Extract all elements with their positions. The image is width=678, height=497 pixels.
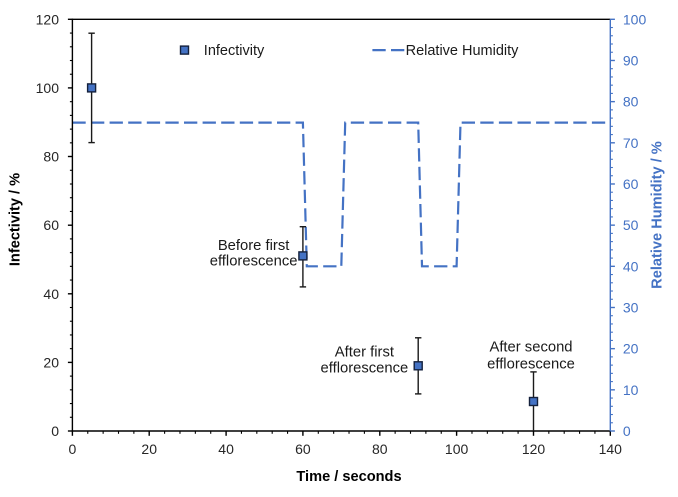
svg-text:20: 20 [141,441,157,457]
svg-text:20: 20 [623,341,639,357]
svg-text:Relative Humidity / %: Relative Humidity / % [650,141,666,289]
svg-text:0: 0 [69,441,77,457]
svg-text:80: 80 [372,441,388,457]
svg-text:120: 120 [522,441,546,457]
svg-text:Relative Humidity: Relative Humidity [406,43,520,59]
svg-text:40: 40 [218,441,234,457]
svg-text:Infectivity: Infectivity [204,43,265,59]
svg-text:60: 60 [623,176,639,192]
svg-text:90: 90 [623,53,639,69]
svg-text:0: 0 [623,423,631,439]
svg-text:60: 60 [43,217,59,233]
svg-text:100: 100 [623,11,647,27]
svg-text:80: 80 [43,149,59,165]
svg-text:0: 0 [51,423,59,439]
svg-text:120: 120 [36,11,60,27]
svg-text:20: 20 [43,354,59,370]
svg-text:40: 40 [623,258,639,274]
svg-text:50: 50 [623,217,639,233]
svg-text:70: 70 [623,135,639,151]
svg-text:After second: After second [489,339,572,355]
svg-text:80: 80 [623,94,639,110]
svg-text:Infectivity / %: Infectivity / % [8,173,24,266]
svg-text:10: 10 [623,382,639,398]
svg-text:40: 40 [43,286,59,302]
svg-text:efflorescence: efflorescence [487,357,575,373]
svg-text:140: 140 [599,441,623,457]
svg-text:Time / seconds: Time / seconds [296,469,401,485]
svg-text:60: 60 [295,441,311,457]
svg-text:30: 30 [623,300,639,316]
svg-text:efflorescence: efflorescence [321,360,409,376]
svg-text:Before first: Before first [218,238,290,254]
svg-text:efflorescence: efflorescence [210,254,298,270]
svg-text:After first: After first [335,345,394,361]
svg-text:100: 100 [445,441,469,457]
svg-text:100: 100 [36,80,60,96]
